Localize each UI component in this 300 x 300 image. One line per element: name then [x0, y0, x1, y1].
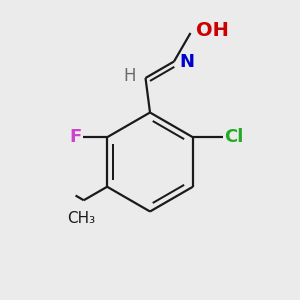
- Text: F: F: [69, 128, 82, 146]
- Text: Cl: Cl: [224, 128, 244, 146]
- Text: OH: OH: [196, 20, 229, 40]
- Text: H: H: [124, 67, 136, 85]
- Text: CH₃: CH₃: [67, 211, 95, 226]
- Text: N: N: [179, 53, 194, 71]
